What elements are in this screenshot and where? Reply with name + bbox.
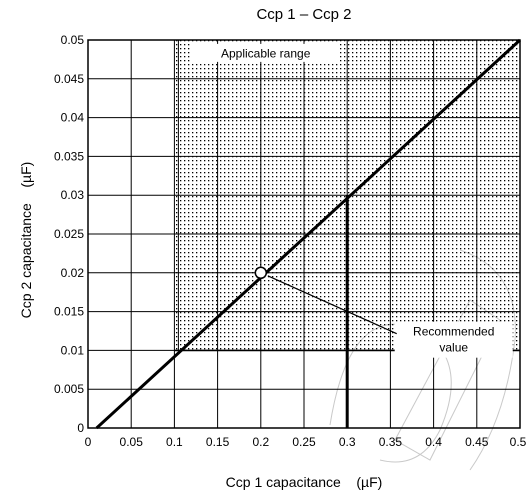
y-tick-label: 0	[77, 421, 84, 435]
x-tick-label: 0.2	[252, 435, 269, 449]
x-tick-label: 0.1	[166, 435, 183, 449]
x-tick-label: 0.35	[379, 435, 403, 449]
chart-title: Ccp 1 – Ccp 2	[256, 6, 352, 23]
y-tick-label: 0.015	[54, 305, 84, 319]
y-tick-label: 0.025	[54, 227, 84, 241]
applicable-range-label: Applicable range	[221, 46, 311, 60]
x-tick-label: 0.25	[292, 435, 316, 449]
x-axis-label: Ccp 1 capacitance (µF)	[225, 474, 383, 490]
y-tick-label: 0.05	[61, 33, 85, 47]
x-tick-label: 0.3	[339, 435, 356, 449]
y-tick-label: 0.005	[54, 382, 84, 396]
x-tick-label: 0.4	[425, 435, 442, 449]
recommended-point-marker	[254, 266, 268, 280]
x-tick-label: 0.5	[510, 435, 527, 449]
y-tick-label: 0.04	[61, 111, 85, 125]
recommended-label-box	[394, 321, 513, 358]
x-tick-label: 0	[85, 435, 92, 449]
series-line	[95, 38, 522, 430]
recommended-label-line2: value	[439, 341, 468, 355]
x-tick-label: 0.45	[465, 435, 489, 449]
y-tick-label: 0.01	[61, 343, 85, 357]
x-tick-label: 0.05	[120, 435, 144, 449]
y-tick-label: 0.045	[54, 72, 84, 86]
x-tick-label: 0.15	[206, 435, 230, 449]
y-tick-label: 0.035	[54, 149, 84, 163]
y-tick-label: 0.03	[61, 188, 85, 202]
y-tick-label: 0.02	[61, 266, 85, 280]
recommended-label-line1: Recommended	[413, 325, 494, 339]
applicable-range-label-box	[191, 43, 340, 62]
plot-frame	[87, 39, 521, 429]
recommended-leader-line	[267, 275, 397, 335]
